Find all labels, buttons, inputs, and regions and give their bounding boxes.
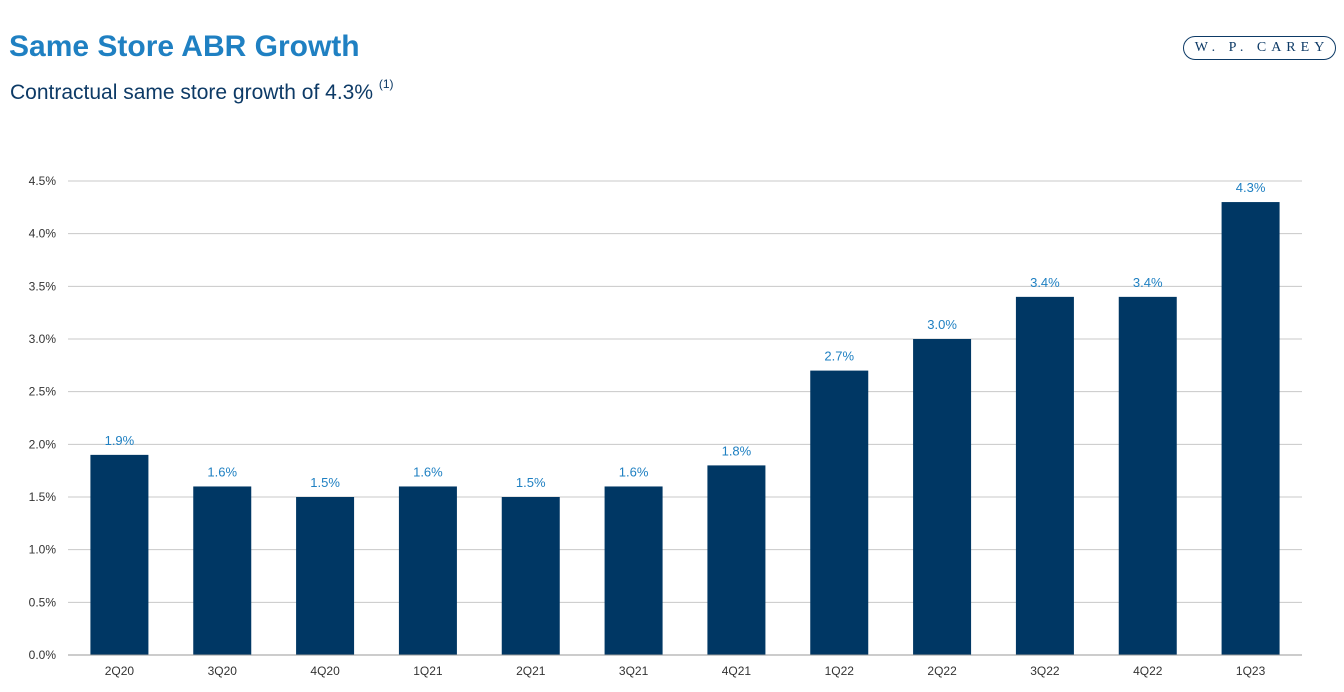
data-label: 1.5%: [516, 475, 546, 490]
x-tick-label: 3Q21: [619, 664, 649, 678]
bar-4q20: [296, 497, 355, 655]
bar-3q21: [604, 486, 663, 655]
company-logo: W. P. CAREY: [1183, 36, 1336, 60]
data-labels: 1.9% 1.6% 1.5% 1.6% 1.5% 1.6% 1.8% 2.7% 3.0% 3.4%…: [105, 180, 1266, 490]
y-tick-label: 2.0%: [29, 437, 57, 451]
y-axis-ticks: 0.0% 0.5% 1.0% 1.5% 2.0% 2.5% 3.0% 3.5% 4.0% 4.5%: [29, 174, 57, 662]
data-label: 3.0%: [927, 317, 957, 332]
y-tick-label: 0.5%: [29, 595, 57, 609]
footnote-marker: (1): [378, 77, 394, 91]
data-label: 1.6%: [207, 464, 237, 479]
y-tick-label: 0.0%: [29, 648, 57, 662]
bars: [90, 202, 1280, 656]
y-tick-label: 4.5%: [29, 174, 57, 188]
bar-3q22: [1015, 296, 1074, 655]
y-tick-label: 1.0%: [29, 543, 57, 557]
x-tick-label: 4Q22: [1133, 664, 1163, 678]
y-tick-label: 1.5%: [29, 490, 57, 504]
data-label: 3.4%: [1133, 275, 1163, 290]
bar-1q21: [398, 486, 457, 655]
bar-2q22: [913, 339, 972, 655]
data-label: 1.6%: [413, 464, 443, 479]
data-label: 1.5%: [310, 475, 340, 490]
x-tick-label: 3Q22: [1030, 664, 1060, 678]
y-tick-label: 3.0%: [29, 332, 57, 346]
x-tick-label: 1Q23: [1236, 664, 1266, 678]
bar-4q21: [707, 465, 766, 655]
x-tick-label: 4Q21: [722, 664, 752, 678]
bar-2q21: [501, 497, 560, 655]
data-label: 4.3%: [1236, 180, 1266, 195]
data-label: 2.7%: [824, 349, 854, 364]
data-label: 1.6%: [619, 464, 649, 479]
bar-1q23: [1221, 202, 1280, 656]
page-title: Same Store ABR Growth: [9, 30, 360, 63]
x-tick-label: 2Q21: [516, 664, 546, 678]
bar-1q22: [810, 370, 869, 655]
y-tick-label: 3.5%: [29, 279, 57, 293]
bar-3q20: [193, 486, 252, 655]
page-subtitle: Contractual same store growth of 4.3% (1…: [10, 77, 394, 105]
subtitle-text: Contractual same store growth of 4.3%: [10, 81, 374, 104]
x-tick-label: 1Q21: [413, 664, 443, 678]
data-label: 1.9%: [105, 433, 135, 448]
y-tick-label: 4.0%: [29, 227, 57, 241]
x-tick-label: 3Q20: [208, 664, 238, 678]
gridlines: [68, 180, 1302, 656]
x-tick-label: 1Q22: [825, 664, 855, 678]
data-label: 3.4%: [1030, 275, 1060, 290]
x-tick-label: 4Q20: [310, 664, 340, 678]
bar-2q20: [90, 454, 149, 655]
x-axis-ticks: 2Q20 3Q20 4Q20 1Q21 2Q21 3Q21 4Q21 1Q22 2Q22 3Q22…: [105, 664, 1266, 678]
data-label: 1.8%: [722, 443, 752, 458]
bar-4q22: [1118, 296, 1177, 655]
x-tick-label: 2Q20: [105, 664, 135, 678]
y-tick-label: 2.5%: [29, 385, 57, 399]
x-tick-label: 2Q22: [927, 664, 957, 678]
